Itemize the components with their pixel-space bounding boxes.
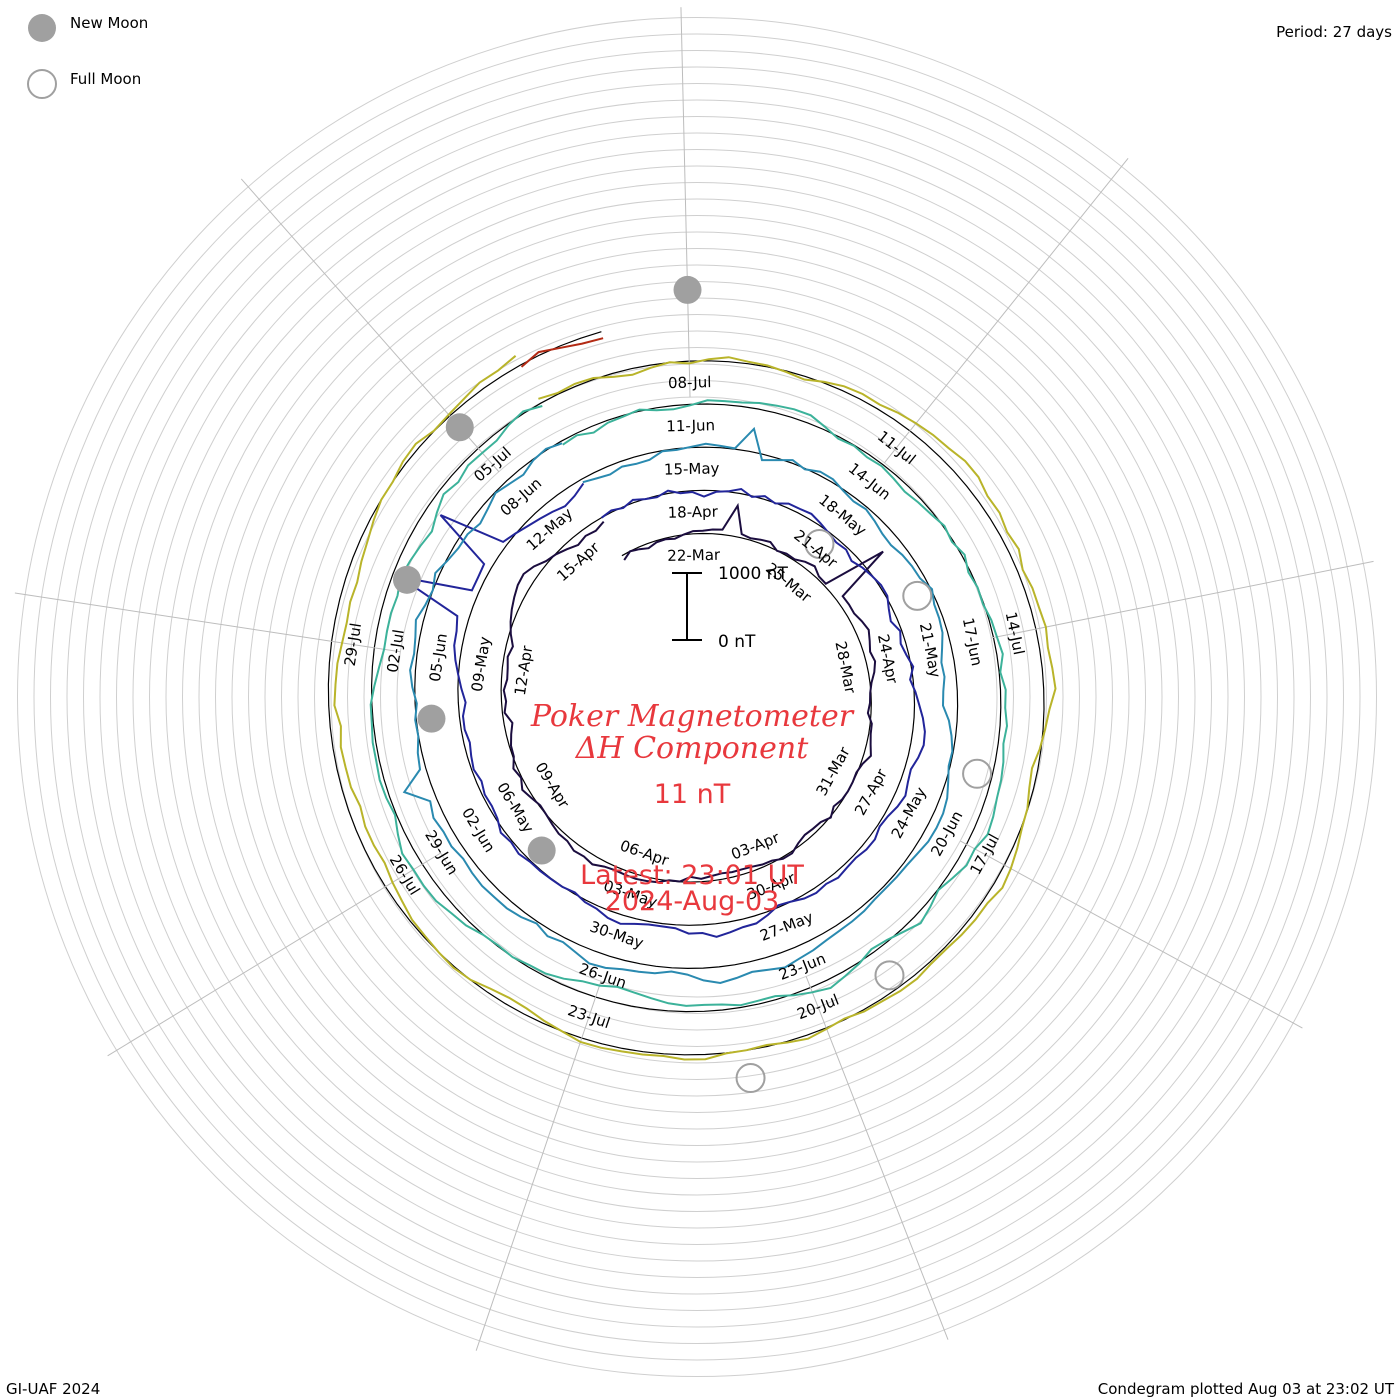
new-moon-marker xyxy=(527,836,556,865)
date-label: 26-Jun xyxy=(577,959,629,992)
date-label: 18-May xyxy=(815,491,870,540)
date-label: 18-Apr xyxy=(667,503,718,522)
date-label: 22-Mar xyxy=(667,546,721,565)
day-spoke xyxy=(805,976,949,1340)
grid-ring xyxy=(165,165,1229,1229)
footer-credit: GI-UAF 2024 xyxy=(6,1380,100,1398)
day-spoke xyxy=(884,157,1129,464)
radial-grid xyxy=(17,17,1377,1377)
latest-time-label: Latest: 23:01 UT xyxy=(580,860,804,891)
new-moon-marker xyxy=(673,275,702,304)
new-moon-marker xyxy=(392,565,421,594)
grid-ring xyxy=(330,330,1064,1064)
trace-cycle-4 xyxy=(369,399,1009,1007)
latest-date-label: 2024-Aug-03 xyxy=(605,886,780,917)
date-label: 21-May xyxy=(916,621,945,679)
grid-ring xyxy=(99,99,1295,1295)
date-label: 12-Apr xyxy=(511,644,537,697)
trace-cycle-6 xyxy=(520,337,604,368)
grid-ring xyxy=(33,33,1361,1361)
trace-cycle-2 xyxy=(399,482,926,938)
full-moon-marker xyxy=(804,528,835,559)
day-spoke xyxy=(959,840,1303,1029)
date-label: 05-Jun xyxy=(426,632,451,683)
date-label: 12-May xyxy=(523,504,577,554)
grid-ring xyxy=(149,149,1245,1245)
full-moon-marker xyxy=(962,758,993,789)
grid-ring xyxy=(396,396,998,998)
trace-cycle-1 xyxy=(502,502,884,884)
new-moon-marker xyxy=(417,704,446,733)
trace-cycle-5 xyxy=(333,355,1057,1061)
date-label: 15-May xyxy=(664,459,720,478)
day-spoke xyxy=(991,560,1374,639)
grid-ring xyxy=(281,281,1113,1113)
grid-ring xyxy=(215,215,1179,1179)
grid-ring xyxy=(17,17,1377,1377)
date-label: 08-Jul xyxy=(668,373,712,392)
date-label: 14-Jun xyxy=(845,459,894,504)
date-label: 24-Apr xyxy=(874,632,902,685)
scale-bottom-label: 0 nT xyxy=(718,632,756,652)
new-moon-legend-icon xyxy=(28,14,56,42)
grid-ring xyxy=(363,363,1031,1031)
period-label: Period: 27 days xyxy=(1276,23,1392,41)
new-moon-legend-label: New Moon xyxy=(70,14,148,32)
date-label: 14-Jul xyxy=(1002,610,1028,656)
grid-ring xyxy=(248,248,1146,1146)
date-label: 08-Jun xyxy=(497,474,546,520)
grid-ring xyxy=(50,50,1344,1344)
grid-ring xyxy=(264,264,1130,1130)
date-label: 23-Jul xyxy=(566,1001,613,1032)
date-label: 21-Apr xyxy=(790,526,841,572)
footer-plot-time: Condegram plotted Aug 03 at 23:02 UT xyxy=(1098,1380,1395,1398)
grid-ring xyxy=(347,347,1047,1047)
grid-ring xyxy=(83,83,1311,1311)
day-spoke xyxy=(680,7,691,398)
day-spoke xyxy=(107,852,442,1057)
full-moon-marker xyxy=(874,960,905,991)
grid-ring xyxy=(182,182,1212,1212)
full-moon-legend-icon xyxy=(27,69,57,99)
grid-ring xyxy=(231,231,1163,1163)
date-label: 03-Apr xyxy=(729,828,783,863)
full-moon-legend-label: Full Moon xyxy=(70,70,141,88)
date-label: 28-Mar xyxy=(831,640,859,696)
scale-top-label: 1000 nT xyxy=(718,564,788,584)
date-label: 23-Jun xyxy=(776,949,828,983)
day-spoke xyxy=(14,592,401,653)
chart-title-line1: Poker Magnetometer xyxy=(530,699,855,734)
chart-title-line2: ΔH Component xyxy=(575,731,809,766)
new-moon-marker xyxy=(445,413,474,442)
date-label: 17-Jun xyxy=(959,616,986,667)
moon-phase-markers xyxy=(392,275,993,1094)
trace-cycle-3 xyxy=(402,426,954,985)
grid-ring xyxy=(380,380,1014,1014)
date-label: 29-Jun xyxy=(421,827,462,878)
day-spoke xyxy=(475,981,602,1351)
current-value-label: 11 nT xyxy=(654,779,731,810)
data-traces xyxy=(333,337,1057,1061)
date-label: 09-May xyxy=(468,635,494,693)
grid-ring xyxy=(66,66,1328,1328)
baseline-spiral xyxy=(327,331,1045,1056)
full-moon-marker xyxy=(902,580,933,611)
scale-bar xyxy=(672,572,702,641)
date-label: 11-Jun xyxy=(666,416,715,435)
full-moon-marker xyxy=(735,1063,766,1094)
grid-ring xyxy=(314,314,1080,1080)
grid-ring xyxy=(198,198,1196,1196)
grid-ring xyxy=(132,132,1262,1262)
grid-ring xyxy=(116,116,1278,1278)
